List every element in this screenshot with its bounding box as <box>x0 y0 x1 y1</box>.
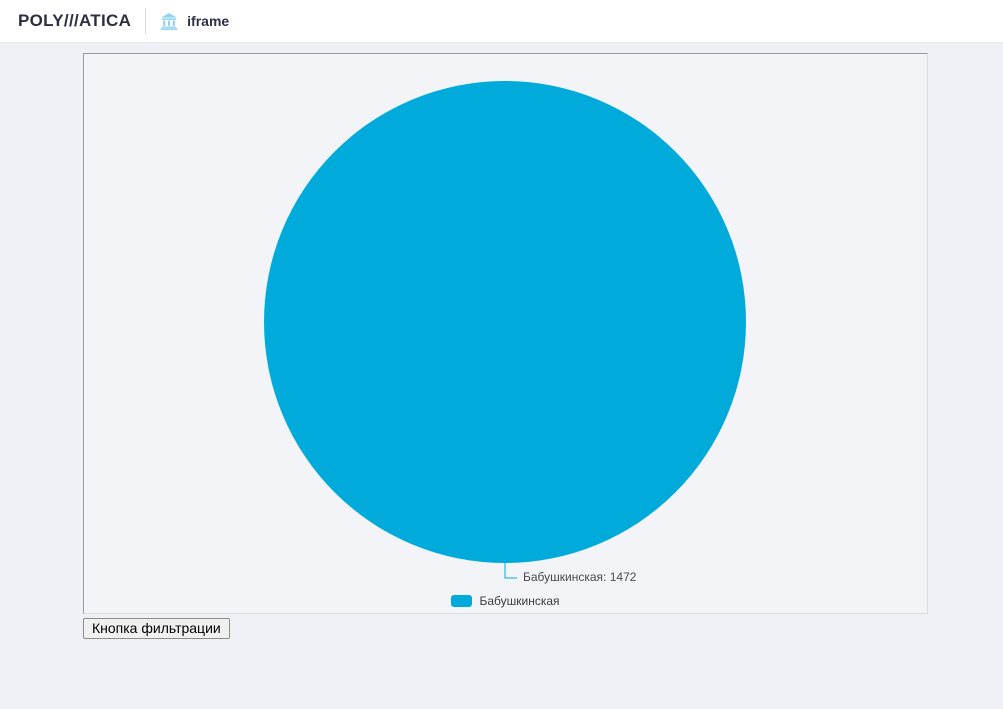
filter-button[interactable]: Кнопка фильтрации <box>83 618 230 639</box>
polymatica-logo: POLY///ATICA <box>18 11 132 30</box>
legend-label[interactable]: Бабушкинская <box>479 594 560 608</box>
header-divider <box>145 8 147 34</box>
pie-chart <box>264 81 746 579</box>
iframe-chart-panel: Бабушкинская: 1472 Бабушкинская <box>83 53 928 614</box>
pie-data-label: Бабушкинская: 1472 <box>523 570 637 584</box>
bank-icon <box>159 11 179 31</box>
app-header: POLY///ATICA iframe <box>0 0 1003 43</box>
chart-legend: Бабушкинская <box>84 594 927 608</box>
pie-label-connector <box>504 563 517 579</box>
main-area: Бабушкинская: 1472 Бабушкинская Кнопка ф… <box>0 43 1003 709</box>
legend-swatch[interactable] <box>451 595 473 607</box>
pie-slice-babushkinskaya[interactable] <box>264 81 746 563</box>
page-title: iframe <box>187 13 230 29</box>
